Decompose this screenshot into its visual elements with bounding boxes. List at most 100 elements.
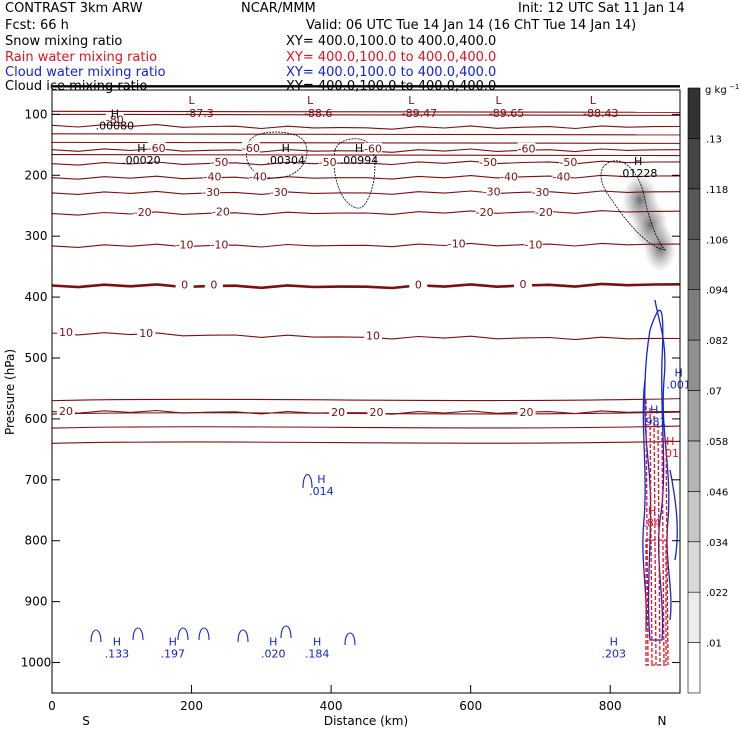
contour-label-bg <box>56 405 75 417</box>
contour-label: 0 <box>415 279 422 292</box>
cloudwater-contour-0 <box>644 309 665 641</box>
low-value: -89.47 <box>402 107 437 120</box>
low-marker: L <box>188 94 195 107</box>
low-marker: L <box>496 94 503 107</box>
contour-label: 20 <box>331 406 345 419</box>
cloudwater-mid <box>302 473 313 489</box>
isotherm--10 <box>51 242 681 248</box>
y-tick-label: 900 <box>25 595 48 609</box>
x-tick-label: 200 <box>180 699 203 713</box>
contour-label: -60 <box>148 142 166 155</box>
low-value: -89.65 <box>489 107 524 120</box>
high-marker: H <box>355 142 363 155</box>
contour-label: 10 <box>139 327 153 340</box>
colorbar-label: .058 <box>706 437 728 448</box>
field-rain-xy: XY= 400.0,100.0 to 400.0,400.0 <box>286 50 497 65</box>
x-tick-label: 600 <box>459 699 482 713</box>
high-value: .184 <box>305 648 330 661</box>
high-value: .00080 <box>96 120 135 133</box>
contour-label: 0 <box>181 279 188 292</box>
field-snow-name: Snow mixing ratio <box>5 34 123 49</box>
low-value: -87.3 <box>185 107 213 120</box>
contour-label-bg <box>269 185 288 197</box>
contour-label-bg <box>147 142 166 154</box>
y-tick-label: 400 <box>25 290 48 304</box>
contour-label-bg <box>552 170 571 182</box>
colorbar-cell <box>687 591 701 643</box>
contour-label: -30 <box>531 186 549 199</box>
x-tick-label: 800 <box>599 699 622 713</box>
cloudwater-contour-3 <box>669 469 678 561</box>
contour-label: -10 <box>210 238 228 251</box>
x-tick-label: 400 <box>320 699 343 713</box>
isotherm-0 <box>51 282 681 290</box>
contour-label: -20 <box>476 206 494 219</box>
colorbar-label: .07 <box>706 387 722 398</box>
colorbar-unit: g kg <box>705 85 727 96</box>
contour-label-bg <box>514 277 532 289</box>
contour-label: -50 <box>479 156 497 169</box>
cloudwater-low-0 <box>90 629 102 643</box>
rain-contour-3 <box>657 423 661 666</box>
snow-contour-2 <box>600 160 667 251</box>
high-value: .01228 <box>619 167 658 180</box>
contour-label-bg <box>531 185 550 197</box>
contour-label: 20 <box>369 406 383 419</box>
isotherm-upper-2 <box>51 133 681 136</box>
south-end-label: S <box>82 714 90 728</box>
high-marker: H <box>317 473 325 486</box>
high-value: .001 <box>666 378 691 391</box>
contour-label: -30 <box>483 185 501 198</box>
colorbar-cell <box>687 289 701 341</box>
y-tick-label: 100 <box>25 107 48 121</box>
high-value: .00020 <box>122 154 161 167</box>
contour-label-bg <box>204 278 223 290</box>
colorbar-unit-exp: −1 <box>729 83 739 91</box>
high-marker: H <box>610 636 618 649</box>
contour-label-bg <box>534 206 553 218</box>
contour-label-bg <box>367 405 386 417</box>
low-marker: L <box>408 94 415 107</box>
contour-label-bg <box>559 156 578 168</box>
contour-label-bg <box>318 156 337 168</box>
high-marker: H <box>113 636 121 649</box>
high-value: .014 <box>309 485 334 498</box>
contour-label-bg <box>248 170 267 182</box>
contour-label: -50 <box>319 156 337 169</box>
contour-label-bg <box>175 238 194 250</box>
contour-label: -60 <box>242 142 260 155</box>
cloudwater-low-1 <box>132 627 144 641</box>
colorbar-label: .022 <box>706 588 728 599</box>
high-marker: H <box>282 142 290 155</box>
low-marker: L <box>307 94 314 107</box>
x-axis-label: Distance (km) <box>324 714 408 728</box>
high-marker: H <box>111 108 119 121</box>
rain-box <box>645 539 667 666</box>
isotherm-lower-1 <box>51 425 681 429</box>
y-tick-label: 700 <box>25 473 48 487</box>
contour-label-bg <box>133 206 152 218</box>
colorbar-cell <box>687 642 701 694</box>
cloudwater-low-2 <box>177 627 189 641</box>
contour-label-bg <box>500 170 519 182</box>
colorbar-label: .118 <box>706 185 728 196</box>
contour-label-bg <box>175 278 194 290</box>
contour-label: -40 <box>500 171 518 184</box>
contour-label-bg <box>56 326 75 338</box>
y-tick-label: 200 <box>25 168 48 182</box>
contour-label: -40 <box>552 171 570 184</box>
field-rain-name: Rain water mixing ratio <box>5 50 158 65</box>
colorbar-label: .034 <box>706 538 728 549</box>
field-snow-xy: XY= 400.0,100.0 to 400.0,400.0 <box>286 34 497 49</box>
valid-time: Valid: 06 UTC Tue 14 Jan 14 (16 ChT Tue … <box>306 18 637 33</box>
high-value: .203 <box>602 648 627 661</box>
contour-label-bg <box>363 142 382 154</box>
center-title: NCAR/MMM <box>241 1 316 16</box>
low-value: -88.6 <box>304 107 332 120</box>
contour-label-bg <box>479 156 498 168</box>
y-tick-label: 300 <box>25 229 48 243</box>
contour-label-bg <box>211 205 230 217</box>
contour-label-bg <box>517 142 536 154</box>
colorbar-cell <box>687 440 701 492</box>
isotherm--30 <box>51 190 681 195</box>
